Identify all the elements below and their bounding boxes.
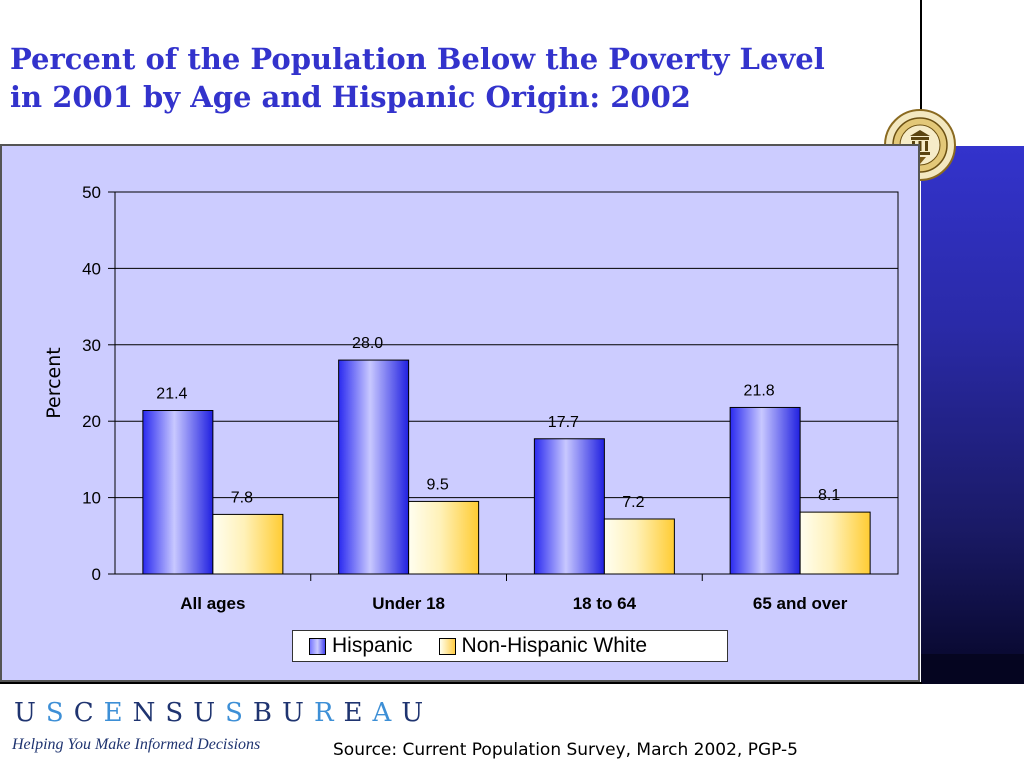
x-category-label: 18 to 64 xyxy=(573,594,637,613)
bar-chart: 21.4 7.8 28.0 9.5 17.7 7.2 21.8 8.1 0 10 20 30 40 50… xyxy=(43,183,899,613)
y-tick-label: 30 xyxy=(82,336,101,355)
brand-letter: B xyxy=(252,698,276,728)
source-note: Source: Current Population Survey, March… xyxy=(333,740,798,760)
brand-letter: U xyxy=(401,698,427,728)
slide-title-line1: Percent of the Population Below the Pove… xyxy=(10,42,825,76)
brand-letter: S xyxy=(225,698,246,728)
brand-letter: N xyxy=(132,698,159,728)
legend-swatch-non-hispanic-white xyxy=(438,637,456,655)
brand-letter: U xyxy=(282,698,307,728)
top-right-rule xyxy=(920,0,922,146)
bar-non-hispanic-white xyxy=(212,513,284,575)
brand-letter: R xyxy=(313,698,337,728)
footer-rule xyxy=(0,682,922,684)
y-tick-label: 40 xyxy=(82,259,101,278)
data-label: 7.8 xyxy=(231,489,253,506)
brand-letter: S xyxy=(45,698,67,728)
data-label: 28.0 xyxy=(352,335,383,352)
data-label: 7.2 xyxy=(622,494,644,511)
legend-swatch-hispanic xyxy=(309,637,326,655)
slide-title-line2: in 2001 by Age and Hispanic Origin: 2002 xyxy=(10,80,691,114)
brand-letter: C xyxy=(73,698,97,728)
brand-letter: E xyxy=(343,698,366,728)
legend-label-hispanic: Hispanic xyxy=(332,634,413,657)
y-axis-title: Percent xyxy=(43,347,65,419)
bar-hispanic xyxy=(729,406,801,575)
x-category-label: All ages xyxy=(180,594,245,613)
side-gradient-band xyxy=(921,146,1024,654)
brand-letter: U xyxy=(193,698,219,728)
bar-hispanic xyxy=(338,359,410,575)
chart-legend: Hispanic Non-Hispanic White xyxy=(292,630,728,662)
bar-non-hispanic-white xyxy=(603,518,675,575)
data-label: 17.7 xyxy=(548,414,579,431)
data-label: 21.8 xyxy=(744,382,775,399)
y-tick-label: 20 xyxy=(82,412,101,431)
y-tick-label: 50 xyxy=(82,183,101,202)
brand-letter: E xyxy=(103,698,126,728)
x-category-label: Under 18 xyxy=(372,594,445,613)
y-tick-label: 0 xyxy=(92,565,101,584)
legend-label-non-hispanic-white: Non-Hispanic White xyxy=(461,634,648,657)
side-band-footer xyxy=(921,654,1024,684)
legend-item-non-hispanic-white: Non-Hispanic White xyxy=(438,634,648,658)
data-label: 8.1 xyxy=(818,487,840,504)
bar-non-hispanic-white xyxy=(799,511,871,575)
brand-letter: S xyxy=(165,698,187,728)
bar-hispanic xyxy=(533,438,605,575)
x-category-label: 65 and over xyxy=(753,594,848,613)
brand-letter: U xyxy=(14,698,39,728)
census-tagline: Helping You Make Informed Decisions xyxy=(12,736,261,753)
data-label: 9.5 xyxy=(427,476,449,493)
bar-hispanic xyxy=(142,410,214,575)
y-tick-label: 10 xyxy=(82,489,101,508)
bar-non-hispanic-white xyxy=(408,500,480,575)
chart-area: 21.4 7.8 28.0 9.5 17.7 7.2 21.8 8.1 0 10 20 30 40 50… xyxy=(0,144,920,682)
legend-item-hispanic: Hispanic xyxy=(309,634,413,658)
slide-title: Percent of the Population Below the Pove… xyxy=(10,40,825,116)
data-label: 21.4 xyxy=(156,386,187,403)
brand-letter: A xyxy=(372,698,395,728)
